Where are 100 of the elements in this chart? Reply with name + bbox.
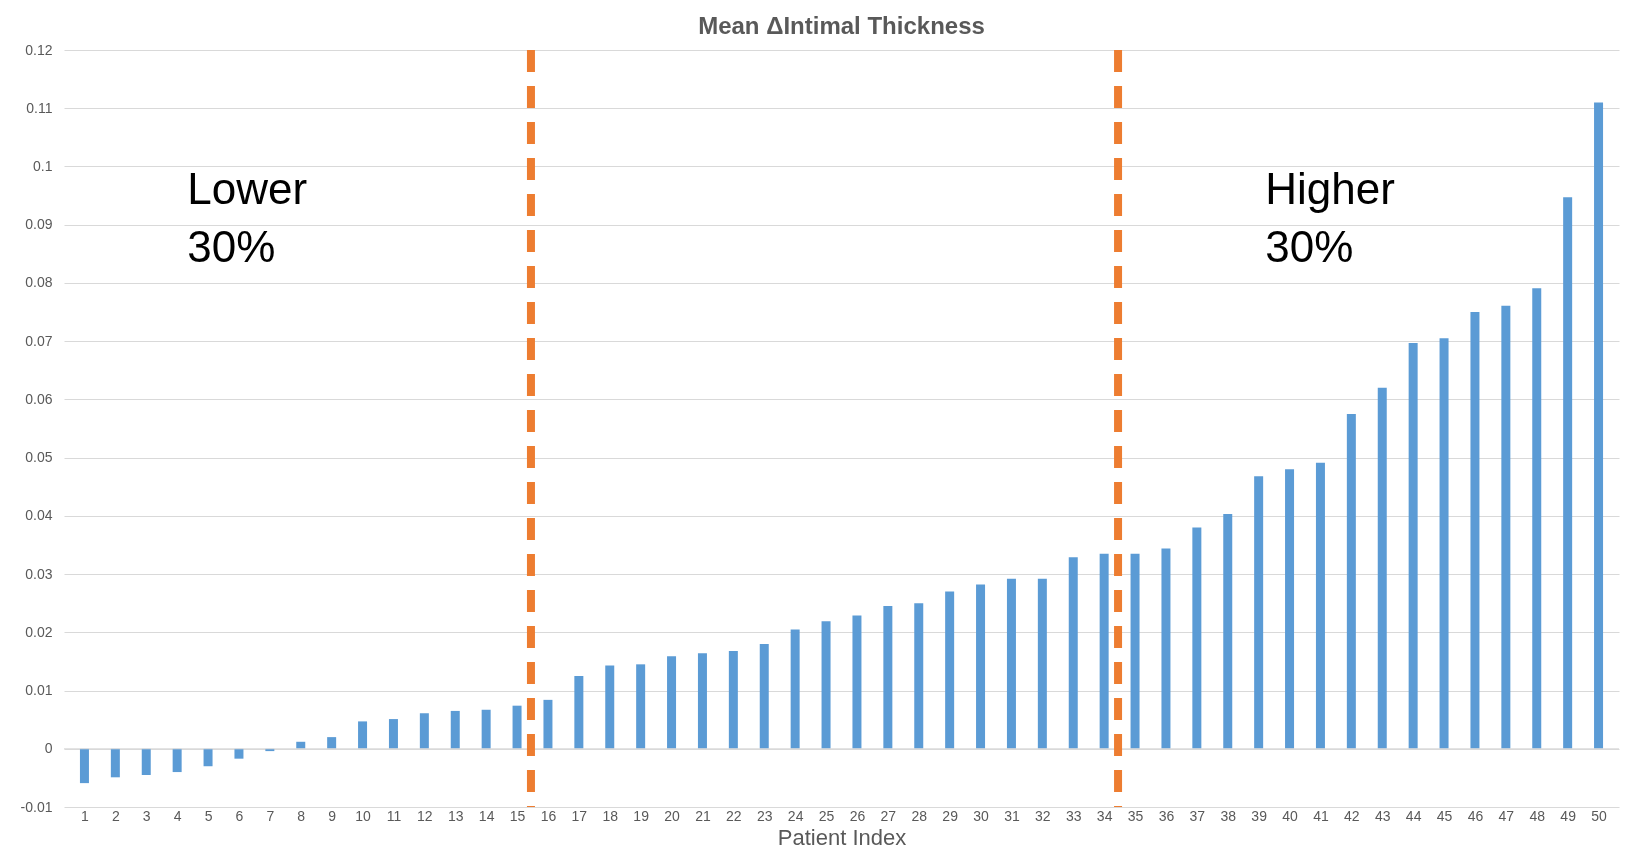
x-tick-label: 6: [235, 807, 244, 824]
x-tick-label: 19: [633, 807, 650, 824]
y-tick-label: 0.01: [25, 682, 53, 699]
x-tick-label: 16: [540, 807, 557, 824]
x-tick-label: 20: [664, 807, 681, 824]
x-tick-label: 15: [509, 807, 526, 824]
bar: [234, 748, 244, 759]
y-tick-label: 0.12: [25, 41, 53, 58]
bar: [1192, 527, 1202, 749]
y-tick-label: 0.1: [33, 157, 53, 174]
y-tick-label: 0.11: [26, 99, 53, 116]
bar: [790, 629, 800, 749]
x-tick-label: 26: [849, 807, 866, 824]
bar: [914, 603, 924, 749]
bar: [1315, 462, 1325, 749]
x-tick-label: 21: [695, 807, 711, 824]
x-axis-title: Patient Index: [777, 824, 907, 850]
x-tick-label: 5: [204, 807, 213, 824]
x-tick-label: 31: [1004, 807, 1020, 824]
x-tick-label: 10: [355, 807, 372, 824]
bar: [667, 656, 677, 749]
y-tick-label: 0.07: [25, 332, 53, 349]
bar: [450, 710, 460, 749]
y-tick-label: 0: [44, 740, 53, 757]
bar: [852, 615, 862, 749]
x-tick-label: 34: [1096, 807, 1113, 824]
x-tick-label: 44: [1405, 807, 1422, 824]
x-tick-label: 41: [1313, 807, 1329, 824]
y-tick-label: 0.05: [25, 449, 53, 466]
bar: [419, 713, 429, 749]
bar: [1346, 413, 1356, 749]
x-tick-label: 30: [973, 807, 990, 824]
chart-title: Mean ΔIntimal Thickness: [698, 12, 985, 39]
x-tick-label: 3: [142, 807, 151, 824]
x-tick-label: 9: [328, 807, 337, 824]
bar: [79, 748, 89, 784]
x-tick-label: 14: [478, 807, 495, 824]
bar: [1223, 514, 1233, 749]
x-tick-label: 1: [81, 807, 90, 824]
x-tick-label: 38: [1220, 807, 1237, 824]
x-tick-label: 46: [1467, 807, 1484, 824]
y-tick-label: 0.04: [25, 507, 53, 524]
x-tick-label: 43: [1374, 807, 1391, 824]
x-tick-label: 48: [1529, 807, 1546, 824]
x-tick-label: 28: [911, 807, 928, 824]
x-tick-label: 2: [111, 807, 120, 824]
bar: [1068, 557, 1078, 749]
bar: [1439, 338, 1449, 749]
x-tick-label: 29: [942, 807, 959, 824]
x-tick-label: 8: [297, 807, 306, 824]
bar: [172, 748, 182, 773]
bar: [1130, 553, 1140, 749]
bar: [1099, 553, 1109, 749]
bar: [1254, 476, 1264, 749]
bar: [1532, 288, 1542, 749]
x-tick-label: 22: [726, 807, 742, 824]
bar: [728, 650, 738, 749]
bar: [1408, 342, 1418, 749]
annotation: Lower 30%: [187, 164, 308, 271]
x-tick-label: 45: [1436, 807, 1453, 824]
bar: [697, 653, 707, 749]
annotation: Higher 30%: [1265, 164, 1395, 271]
y-tick-label: -0.01: [20, 798, 53, 815]
y-tick-label: 0.09: [25, 216, 53, 233]
bar: [110, 748, 120, 778]
bar: [945, 591, 955, 749]
x-tick-label: 18: [602, 807, 619, 824]
x-tick-label: 7: [266, 807, 275, 824]
bar: [1563, 197, 1573, 749]
x-tick-label: 11: [386, 807, 402, 824]
x-tick-label: 27: [880, 807, 897, 824]
bar: [543, 699, 553, 749]
x-tick-label: 50: [1591, 807, 1608, 824]
bar: [1501, 305, 1511, 749]
bar: [976, 584, 986, 749]
y-tick-label: 0.06: [25, 390, 53, 407]
bar: [481, 709, 491, 749]
x-tick-label: 23: [756, 807, 773, 824]
x-tick-label: 12: [417, 807, 433, 824]
bar: [1161, 548, 1171, 749]
bar: [327, 737, 337, 749]
bar: [358, 721, 368, 749]
bar: [1037, 578, 1047, 749]
bar: [574, 675, 584, 749]
x-tick-label: 36: [1158, 807, 1175, 824]
x-tick-label: 32: [1035, 807, 1051, 824]
y-tick-label: 0.03: [25, 565, 53, 582]
bar: [759, 643, 769, 749]
x-tick-label: 35: [1127, 807, 1144, 824]
bar: [141, 748, 151, 775]
bar: [1470, 312, 1480, 749]
x-tick-label: 25: [818, 807, 835, 824]
bar: [1006, 578, 1016, 749]
x-tick-label: 40: [1282, 807, 1299, 824]
bar: [1594, 102, 1604, 749]
bar: [1377, 387, 1387, 749]
x-tick-label: 33: [1065, 807, 1082, 824]
bar: [883, 606, 893, 749]
x-tick-label: 49: [1560, 807, 1577, 824]
bar: [636, 664, 646, 749]
